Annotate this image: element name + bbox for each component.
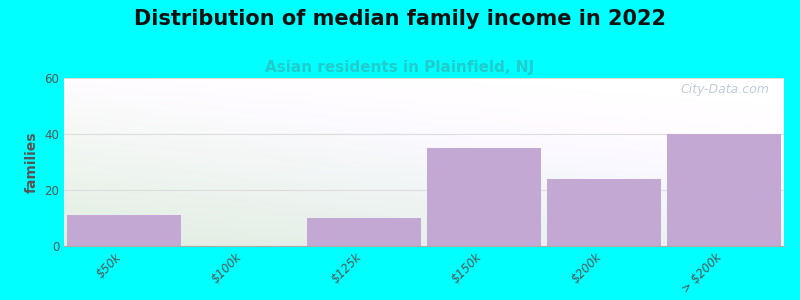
Bar: [427, 148, 541, 246]
Text: Distribution of median family income in 2022: Distribution of median family income in …: [134, 9, 666, 29]
Bar: [307, 218, 421, 246]
Text: City-Data.com: City-Data.com: [681, 83, 770, 96]
Bar: [547, 179, 661, 246]
Bar: [67, 215, 181, 246]
Text: Asian residents in Plainfield, NJ: Asian residents in Plainfield, NJ: [266, 60, 534, 75]
Y-axis label: families: families: [25, 131, 38, 193]
Bar: [667, 134, 781, 246]
